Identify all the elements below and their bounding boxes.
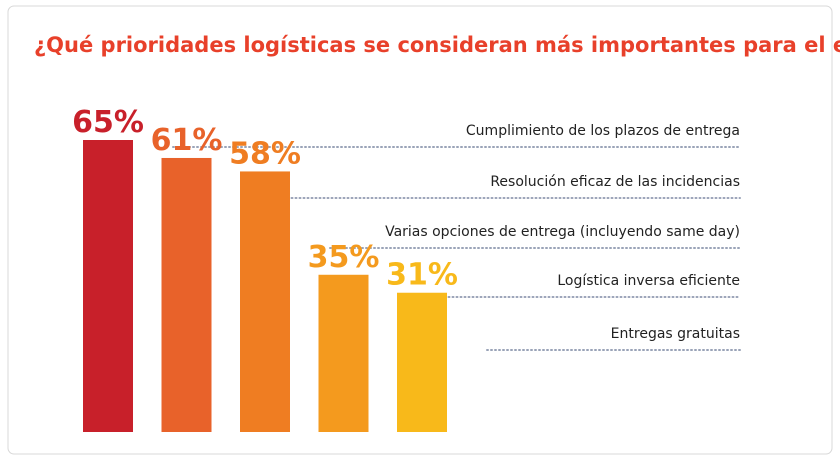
- value-label: 31%: [386, 258, 458, 293]
- value-label: 61%: [151, 123, 223, 158]
- chart-title: ¿Qué prioridades logísticas se considera…: [34, 33, 840, 57]
- value-label: 65%: [72, 105, 144, 140]
- bar: [240, 171, 290, 432]
- bar: [83, 140, 133, 432]
- frame: [7, 5, 833, 455]
- bar: [318, 274, 369, 432]
- bar: [397, 292, 447, 432]
- category-label: Resolución eficaz de las incidencias: [490, 174, 740, 190]
- category-label: Entregas gratuitas: [611, 326, 740, 342]
- category-label: Varias opciones de entrega (incluyendo s…: [385, 224, 740, 240]
- value-label: 58%: [229, 136, 301, 171]
- category-label: Cumplimiento de los plazos de entrega: [466, 123, 740, 139]
- category-label: Logística inversa eficiente: [557, 273, 740, 289]
- bar: [161, 157, 212, 432]
- value-label: 35%: [308, 240, 380, 275]
